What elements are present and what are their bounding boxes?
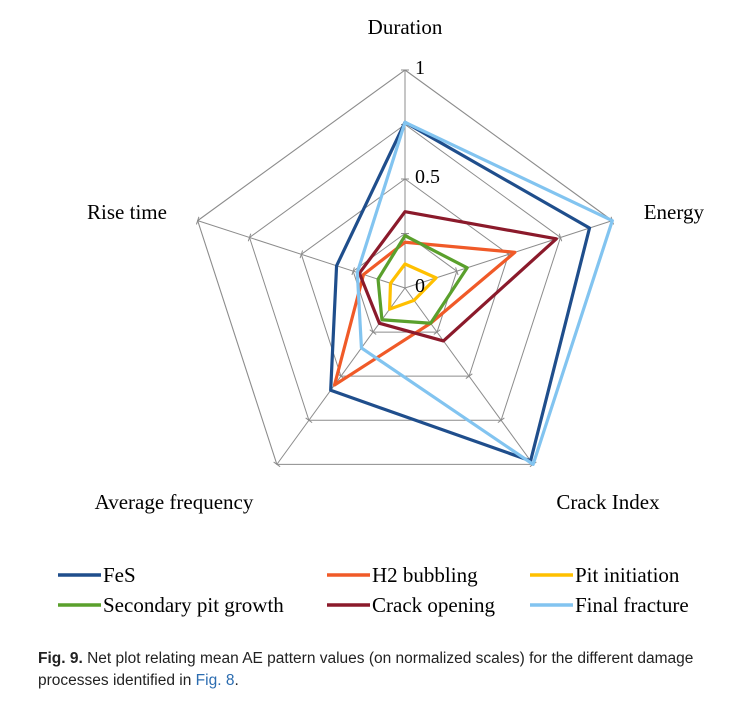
caption-figure-label: Fig. 9.: [38, 650, 83, 667]
axis-label-crack-index: Crack Index: [556, 490, 660, 514]
axis-tick-mark: [369, 329, 377, 335]
axis-label-energy: Energy: [644, 200, 705, 224]
legend-label: FeS: [103, 563, 136, 587]
legend-label: Final fracture: [575, 593, 689, 617]
axis-tick-mark: [351, 267, 355, 276]
axis-tick-mark: [305, 417, 313, 424]
axis-label-average-frequency: Average frequency: [95, 490, 254, 514]
axis-tick-mark: [497, 417, 505, 424]
legend-label: H2 bubbling: [372, 563, 478, 587]
axis-tick-mark: [195, 216, 200, 225]
series-final-fracture: [355, 120, 614, 466]
axis-tick-mark: [273, 461, 281, 468]
axis-label-duration: Duration: [368, 15, 443, 39]
legend-label: Pit initiation: [575, 563, 680, 587]
legend-label: Secondary pit growth: [103, 593, 284, 617]
series-h2-bubbling: [332, 240, 517, 387]
tick-label-2: 1: [415, 57, 425, 79]
series-pit-initiation: [388, 262, 438, 311]
axis-tick-mark: [433, 329, 441, 335]
axis-labels: Duration Energy Crack Index Average frequen…: [87, 15, 704, 514]
series-fes: [329, 120, 592, 463]
axis-tick-mark: [465, 373, 473, 379]
caption-text: Net plot relating mean AE pattern values…: [38, 650, 694, 689]
axis-tick-mark: [299, 250, 304, 259]
caption-text-end: .: [234, 672, 239, 689]
series-crack-opening: [357, 210, 558, 343]
legend-label: Crack opening: [372, 593, 496, 617]
caption-figure-link[interactable]: Fig. 8: [195, 672, 235, 689]
grid-ring-0: [352, 232, 458, 333]
axis-tick-mark: [558, 233, 563, 242]
axis-tick-mark: [247, 233, 252, 242]
axis-tick-mark: [455, 267, 459, 276]
grid-ring-3: [197, 69, 613, 465]
tick-label-0: 0: [415, 275, 425, 297]
axis-label-rise-time: Rise time: [87, 200, 167, 224]
legend: FeS H2 bubbling Pit initiation Secondary pi…: [58, 563, 689, 617]
figure-caption: Fig. 9. Net plot relating mean AE patter…: [38, 648, 728, 692]
series-secondary-pit-growth: [376, 234, 469, 325]
radar-chart: Duration Energy Crack Index Average frequen…: [58, 15, 704, 617]
radar-series: [329, 120, 614, 466]
grid-ring-2: [248, 123, 562, 421]
tick-labels: 00.51: [415, 57, 440, 297]
tick-label-1: 0.5: [415, 166, 440, 188]
